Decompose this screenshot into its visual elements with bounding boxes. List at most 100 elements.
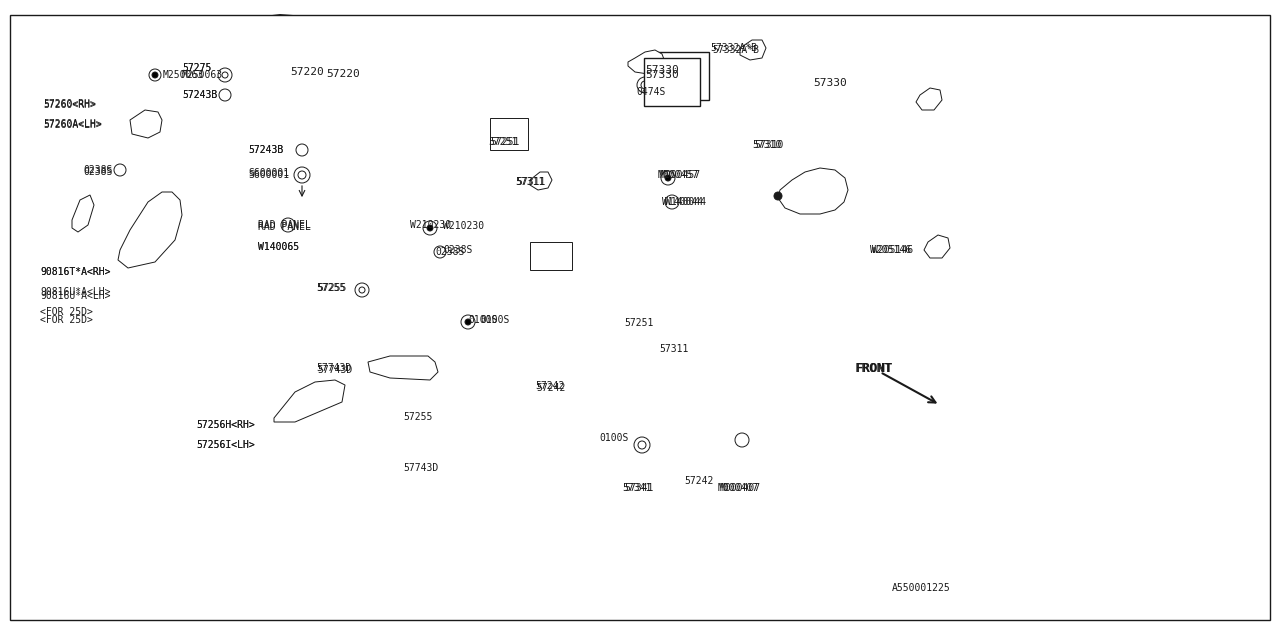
Polygon shape — [916, 88, 942, 110]
Circle shape — [434, 246, 445, 258]
Polygon shape — [118, 192, 182, 268]
Text: 57242: 57242 — [536, 383, 566, 393]
Bar — [644, 58, 700, 106]
Circle shape — [666, 175, 671, 181]
Polygon shape — [131, 110, 163, 138]
Text: 57220: 57220 — [291, 67, 324, 77]
Text: 57251: 57251 — [625, 318, 654, 328]
Circle shape — [641, 81, 649, 89]
Text: 0238S: 0238S — [435, 247, 465, 257]
Circle shape — [422, 221, 436, 235]
Text: 57260<RH>: 57260<RH> — [44, 100, 96, 110]
Circle shape — [152, 72, 157, 78]
Bar — [530, 242, 572, 270]
Polygon shape — [530, 172, 552, 190]
Text: 0100S: 0100S — [599, 433, 628, 443]
Text: M000407: M000407 — [719, 483, 762, 493]
Polygon shape — [778, 168, 849, 214]
Text: M250063: M250063 — [182, 70, 223, 80]
Text: 90816U*A<LH>: 90816U*A<LH> — [40, 291, 110, 301]
Text: 57310: 57310 — [753, 140, 781, 150]
Polygon shape — [628, 50, 666, 74]
Text: W140065: W140065 — [259, 242, 300, 252]
Circle shape — [219, 89, 230, 101]
Text: 57341: 57341 — [622, 483, 652, 493]
Circle shape — [735, 433, 749, 447]
Text: 57251: 57251 — [490, 137, 520, 147]
Text: W140065: W140065 — [259, 242, 300, 252]
Text: 57311: 57311 — [515, 177, 544, 187]
Text: 57332A*B: 57332A*B — [712, 45, 759, 55]
Circle shape — [461, 315, 475, 329]
Circle shape — [221, 72, 228, 78]
Text: 57243B: 57243B — [248, 145, 283, 155]
Text: 90816T*A<RH>: 90816T*A<RH> — [40, 267, 110, 277]
Text: 57256H<RH>: 57256H<RH> — [196, 420, 255, 430]
Text: 90816U*A<LH>: 90816U*A<LH> — [40, 287, 110, 297]
Text: 57330: 57330 — [813, 78, 846, 88]
Circle shape — [465, 319, 471, 325]
Text: FRONT: FRONT — [856, 362, 893, 374]
Polygon shape — [369, 356, 438, 380]
Text: 57260<RH>: 57260<RH> — [44, 99, 96, 109]
Text: M000457: M000457 — [658, 170, 699, 180]
Circle shape — [294, 167, 310, 183]
Text: S600001: S600001 — [248, 170, 289, 180]
Circle shape — [634, 437, 650, 453]
Text: 57743D: 57743D — [403, 463, 439, 474]
Text: RAD PANEL: RAD PANEL — [259, 220, 311, 230]
Text: 57256H<RH>: 57256H<RH> — [196, 420, 255, 430]
Text: 90816T*A<RH>: 90816T*A<RH> — [40, 267, 110, 277]
Text: RAD PANEL: RAD PANEL — [259, 222, 311, 232]
Bar — [654, 52, 709, 100]
Polygon shape — [72, 195, 93, 232]
Circle shape — [148, 69, 161, 81]
Circle shape — [428, 225, 433, 231]
Text: <FOR 25D>: <FOR 25D> — [40, 315, 93, 325]
Circle shape — [660, 171, 675, 185]
Text: W140044: W140044 — [662, 197, 703, 207]
Text: W210230: W210230 — [443, 221, 484, 231]
Text: 57242: 57242 — [535, 381, 564, 391]
Circle shape — [296, 144, 308, 156]
Text: W210230: W210230 — [410, 220, 451, 230]
Text: 57220: 57220 — [326, 68, 360, 79]
Text: 57256I<LH>: 57256I<LH> — [196, 440, 255, 450]
Text: 57275: 57275 — [182, 63, 211, 73]
Circle shape — [358, 287, 365, 293]
Text: 57255: 57255 — [317, 283, 347, 293]
Text: 57260A<LH>: 57260A<LH> — [44, 120, 101, 130]
Text: 0238S: 0238S — [83, 167, 113, 177]
Text: 57275: 57275 — [182, 63, 211, 73]
Circle shape — [637, 77, 653, 93]
Text: 0100S: 0100S — [480, 315, 509, 325]
Circle shape — [355, 283, 369, 297]
Text: FRONT: FRONT — [855, 362, 892, 374]
Text: 57330: 57330 — [645, 70, 678, 80]
Circle shape — [282, 218, 294, 232]
Text: 57242: 57242 — [685, 476, 714, 486]
Text: W205146: W205146 — [870, 245, 911, 255]
Circle shape — [114, 164, 125, 176]
Text: 57256I<LH>: 57256I<LH> — [196, 440, 255, 450]
Text: 0100S: 0100S — [468, 315, 498, 325]
Text: 57255: 57255 — [316, 283, 346, 293]
Text: W205146: W205146 — [872, 245, 913, 255]
Text: A550001225: A550001225 — [892, 583, 951, 593]
Circle shape — [218, 68, 232, 82]
Polygon shape — [740, 40, 765, 60]
Text: M000407: M000407 — [718, 483, 759, 493]
Text: M000457: M000457 — [660, 170, 701, 180]
Text: 57743D: 57743D — [316, 363, 351, 373]
Text: 57332A*B: 57332A*B — [710, 43, 756, 53]
Text: W140044: W140044 — [666, 197, 707, 207]
Bar — [490, 118, 529, 150]
Polygon shape — [274, 380, 346, 422]
Text: S600001: S600001 — [248, 168, 289, 178]
Polygon shape — [924, 235, 950, 258]
Text: 0238S: 0238S — [443, 245, 472, 255]
Text: 57341: 57341 — [625, 483, 653, 493]
Text: 57251: 57251 — [488, 137, 517, 147]
Circle shape — [298, 171, 306, 179]
Circle shape — [637, 441, 646, 449]
